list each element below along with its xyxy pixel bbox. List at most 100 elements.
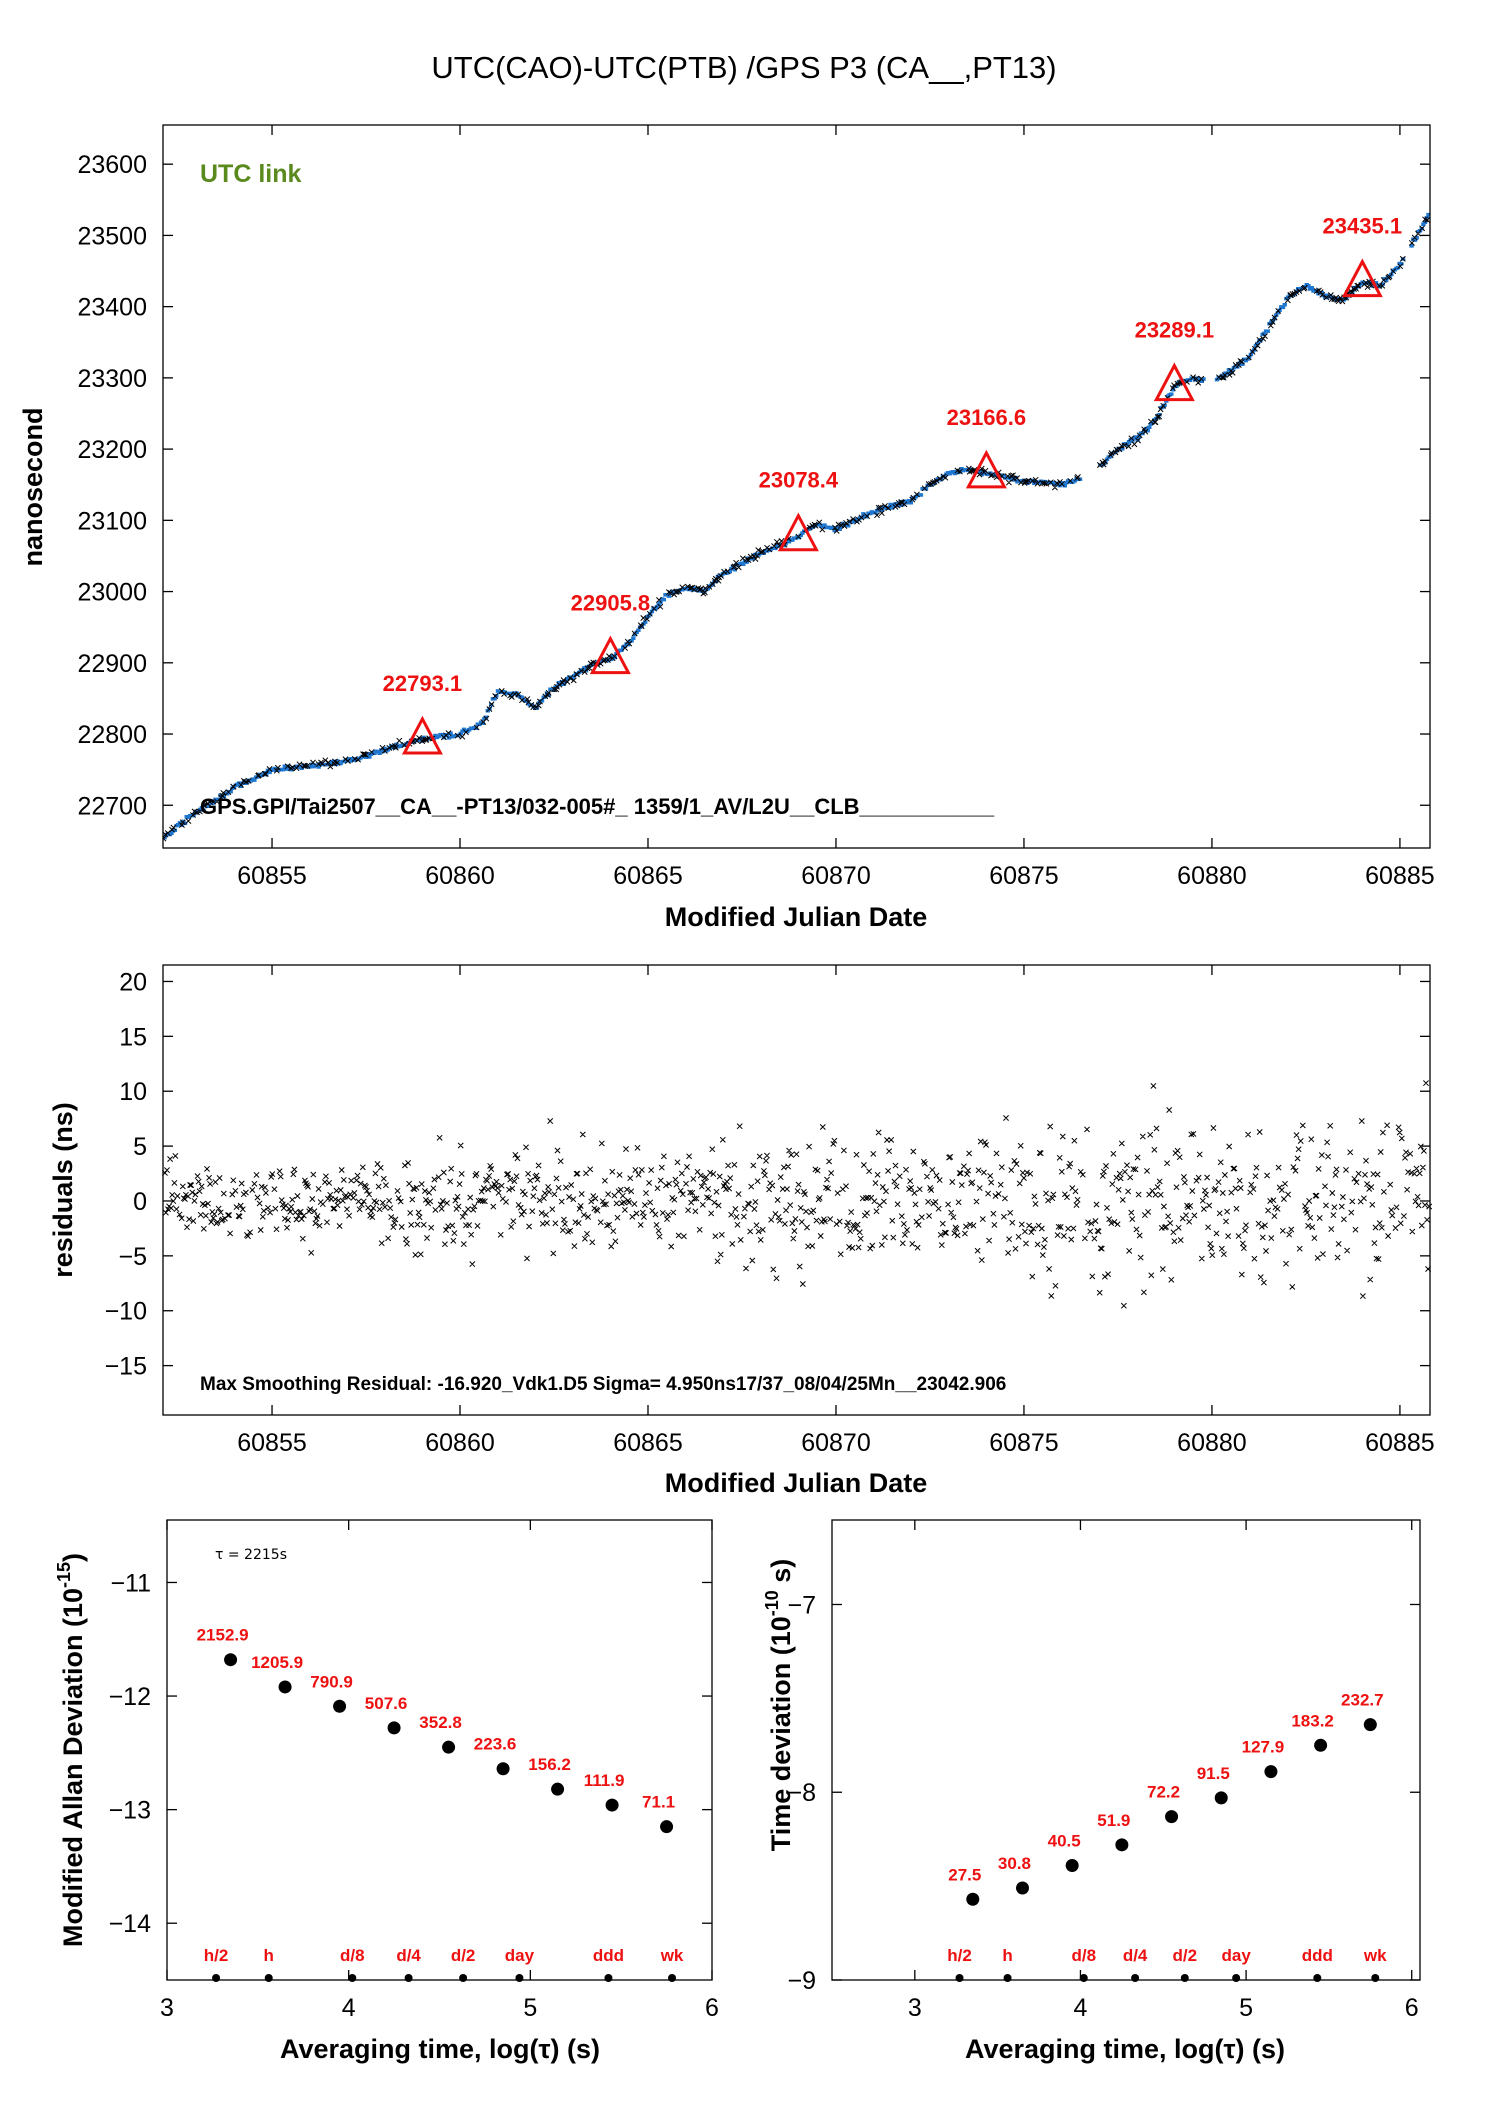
figure-title: UTC(CAO)-UTC(PTB) /GPS P3 (CA__,PT13)	[431, 50, 1056, 85]
residuals-y-tick-label: 10	[119, 1078, 147, 1106]
top-y-tick-label: 23300	[77, 365, 147, 393]
top-y-tick-label: 22700	[77, 792, 147, 820]
mdev-point-label: 156.2	[528, 1755, 571, 1774]
tdev-point-label: 91.5	[1197, 1764, 1230, 1783]
tdev-x-tick-label: 3	[908, 1994, 922, 2022]
mdev-y-label-exponent: -15	[54, 1562, 74, 1588]
mdev-averaging-mark	[668, 1974, 677, 1982]
mdev-averaging-mark-label: h/2	[204, 1946, 229, 1965]
tdev-point	[1015, 1881, 1029, 1895]
residuals-x-tick-label: 60880	[1177, 1429, 1247, 1457]
mdev-y-tick-label: −14	[109, 1910, 152, 1938]
tdev-point-label: 232.7	[1341, 1691, 1384, 1710]
residuals-plot-frame	[162, 964, 1431, 1416]
top-footer-text: GPS.GPI/Tai2507__CA__-PT13/032-005#_ 135…	[200, 794, 995, 819]
top-x-tick-label: 60855	[237, 862, 307, 890]
mdev-x-tick-label: 6	[705, 1994, 719, 2022]
top-marker-triangle	[1341, 258, 1383, 298]
residuals-panel: 60855 60860 60865 60870 60875 60880 60885 −15 −1…	[48, 964, 1435, 1498]
residuals-y-tick-label: 5	[133, 1133, 147, 1161]
residuals-y-tick-label: 0	[133, 1188, 147, 1216]
tdev-x-tick-label: 6	[1405, 1994, 1419, 2022]
tdev-averaging-mark	[1131, 1974, 1140, 1982]
mdev-x-axis-label: Averaging time, log(τ) (s)	[280, 2034, 600, 2064]
top-data-series	[163, 212, 1430, 840]
mdev-point-label: 223.6	[474, 1735, 517, 1754]
top-marker-triangle	[589, 635, 631, 675]
tdev-averaging-mark-label: h	[1002, 1946, 1012, 1965]
mdev-point-label: 71.1	[642, 1793, 675, 1812]
mdev-point	[333, 1699, 347, 1713]
tdev-averaging-mark-label: day	[1221, 1946, 1251, 1965]
top-x-tick-label: 60870	[801, 862, 871, 890]
tdev-y-tick-label: −9	[787, 1967, 816, 1995]
tdev-ticks: 3 4 5 6 −9 −8 −7	[787, 1520, 1420, 2022]
mdev-point-label: 2152.9	[197, 1626, 249, 1645]
tdev-point-label: 40.5	[1048, 1831, 1081, 1850]
residuals-ticks: 60855 60860 60865 60870 60875 60880 60885 −15 −1…	[105, 965, 1435, 1457]
tdev-point-label: 30.8	[998, 1854, 1031, 1873]
mdev-point-label: 790.9	[310, 1672, 353, 1691]
mdev-point	[224, 1653, 238, 1667]
top-panel: 22793.1 22905.8 23078.4 23166.6 23289.1 23435…	[18, 124, 1435, 932]
mdev-point-label: 111.9	[584, 1771, 625, 1790]
mdev-x-tick-label: 4	[342, 1994, 356, 2022]
mdev-point	[387, 1721, 401, 1735]
top-marker-triangle	[965, 449, 1007, 489]
tdev-y-label-main: Time deviation (10	[766, 1616, 796, 1851]
tdev-point	[1214, 1791, 1228, 1805]
tdev-x-tick-label: 5	[1239, 1994, 1253, 2022]
top-y-tick-label: 22800	[77, 721, 147, 749]
mdev-y-label-end: )	[58, 1553, 88, 1562]
tdev-point	[1264, 1765, 1278, 1779]
top-y-tick-label: 23100	[77, 507, 147, 535]
top-ticks: 60855 60860 60865 60870 60875 60880 60885 22700…	[77, 125, 1435, 890]
tdev-point	[1065, 1858, 1079, 1872]
residuals-x-tick-label: 60860	[425, 1429, 495, 1457]
top-y-tick-label: 22900	[77, 650, 147, 678]
top-marker-triangle	[777, 512, 819, 552]
mdev-averaging-mark-label: h	[264, 1946, 274, 1965]
top-x-tick-label: 60875	[989, 862, 1059, 890]
mdev-point	[278, 1680, 292, 1694]
top-y-tick-label: 23200	[77, 436, 147, 464]
top-plot-frame	[162, 124, 1431, 849]
top-marker-triangle	[401, 715, 443, 755]
tdev-averaging-mark	[955, 1974, 964, 1982]
residuals-y-tick-label: −5	[118, 1243, 147, 1271]
tdev-y-axis-label: Time deviation (10-10 s)	[762, 1559, 796, 1852]
tdev-y-label-exponent: -10	[762, 1590, 782, 1616]
mdev-ticks: 3 4 5 6 −14 −13 −12 −11	[109, 1520, 719, 2022]
mdev-averaging-mark-label: wk	[660, 1946, 684, 1965]
tdev-point	[966, 1892, 980, 1906]
top-y-tick-label: 23000	[77, 579, 147, 607]
mdev-tau-note: τ = 2215s	[215, 1547, 287, 1563]
mdev-y-tick-label: −12	[109, 1683, 151, 1711]
top-marker-label: 23166.6	[947, 405, 1027, 430]
mdev-point-label: 352.8	[419, 1713, 462, 1732]
residuals-x-tick-label: 60865	[613, 1429, 683, 1457]
tdev-y-tick-label: −7	[787, 1591, 816, 1619]
residual-crosses	[161, 1080, 1433, 1309]
mdev-averaging-mark	[212, 1974, 221, 1982]
top-data-layer: 22793.1 22905.8 23078.4 23166.6 23289.1 23435…	[163, 212, 1430, 842]
mdev-point-label: 507.6	[365, 1694, 408, 1713]
tdev-point-label: 183.2	[1291, 1711, 1334, 1730]
mdev-averaging-mark-label: day	[505, 1946, 535, 1965]
residuals-info-text: Max Smoothing Residual: -16.920_Vdk1.D5 …	[200, 1374, 1006, 1395]
tdev-averaging-mark	[1313, 1974, 1322, 1982]
residuals-x-tick-label: 60870	[801, 1429, 871, 1457]
mdev-x-tick-label: 5	[523, 1994, 537, 2022]
tdev-point-label: 127.9	[1242, 1738, 1285, 1757]
tdev-point	[1165, 1810, 1179, 1824]
tdev-y-label-end: s)	[766, 1559, 796, 1591]
tdev-plot-frame	[831, 1519, 1421, 1981]
mdev-point	[605, 1798, 619, 1812]
mdev-averaging-mark-label: d/4	[396, 1946, 421, 1965]
mdev-averaging-mark	[404, 1974, 413, 1982]
mdev-y-label-main: Modified Allan Deviation (10	[58, 1588, 88, 1947]
tdev-averaging-mark-label: d/8	[1071, 1946, 1096, 1965]
mdev-y-axis-label: Modified Allan Deviation (10-15)	[54, 1553, 88, 1947]
